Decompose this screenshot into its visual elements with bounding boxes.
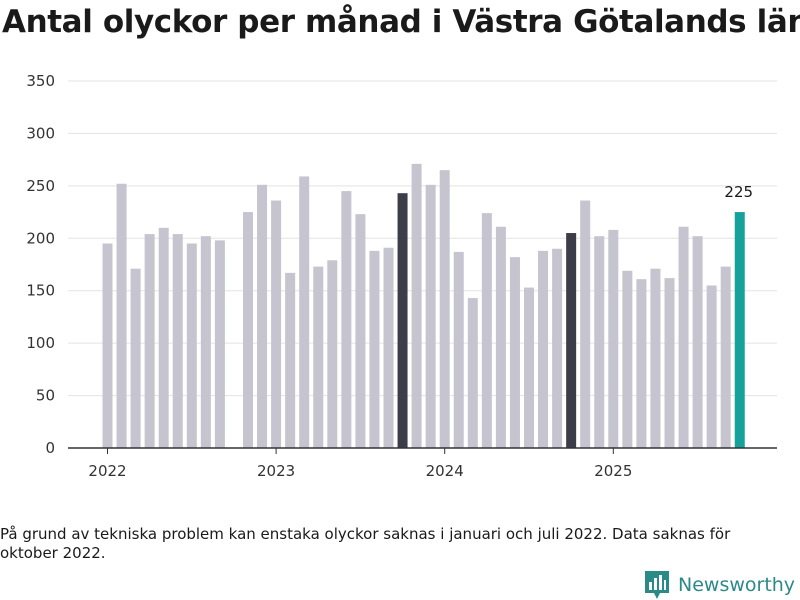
bars [102,163,745,449]
bar [299,176,310,449]
y-tick-label: 150 [26,282,55,300]
bar [257,184,268,448]
bar [706,285,717,448]
x-tick-label: 2022 [88,462,126,480]
bar [636,279,647,448]
bar [552,248,563,448]
bar [594,236,605,448]
bar [341,191,352,448]
x-tick-label: 2025 [594,462,632,480]
bar [102,243,113,448]
gridlines [68,80,777,397]
y-tick-label: 300 [26,124,55,142]
y-tick-label: 0 [45,439,55,457]
bar [214,240,225,448]
brand-logo[interactable]: Newsworthy [644,570,795,600]
footnote: På grund av tekniska problem kan enstaka… [0,525,731,562]
y-tick-label: 50 [36,387,55,405]
bar [186,243,197,448]
bar [144,234,155,448]
bar [243,212,253,448]
y-axis-ticks: 0 50 100 150 200 250 300 350 [26,72,55,457]
bar [200,236,211,448]
bar [355,214,366,448]
bar [622,270,633,448]
bar [313,266,324,448]
bar [524,287,534,448]
bar [116,183,127,448]
bar [425,184,436,448]
bar [467,298,478,448]
bar [720,266,731,448]
latest-value-label: 225 [724,183,753,201]
bar [481,213,492,448]
chart-title: Antal olyckor per månad i Västra Götalan… [2,4,800,40]
bar [271,200,282,448]
bar [397,193,408,448]
bar [678,226,689,448]
bar [734,212,745,448]
bar [439,170,450,448]
y-tick-label: 250 [26,177,55,195]
bar [692,236,703,448]
y-tick-label: 350 [26,72,55,90]
bar [130,268,141,448]
bar [664,278,675,448]
brand-name: Newsworthy [678,574,796,596]
bar [538,250,549,448]
bar [158,227,169,448]
bar [580,200,591,448]
x-axis-ticks: 2022 2023 2024 2025 [88,448,632,480]
bar [650,268,661,448]
y-tick-label: 100 [26,334,55,352]
x-tick-label: 2024 [426,462,464,480]
bar [327,260,338,448]
bar [411,163,422,448]
newsworthy-logo-icon [645,571,669,599]
bar [369,250,380,448]
y-tick-label: 200 [26,229,55,247]
bar-chart: 0 50 100 150 200 250 300 350 2022 2023 2024 2025 2… [26,72,777,480]
bar [608,229,619,448]
bar [285,272,296,448]
bar [495,226,506,448]
bar [383,247,394,448]
bar [509,257,520,448]
bar [172,234,183,448]
bar [453,251,464,448]
x-tick-label: 2023 [257,462,295,480]
bar [566,233,577,448]
